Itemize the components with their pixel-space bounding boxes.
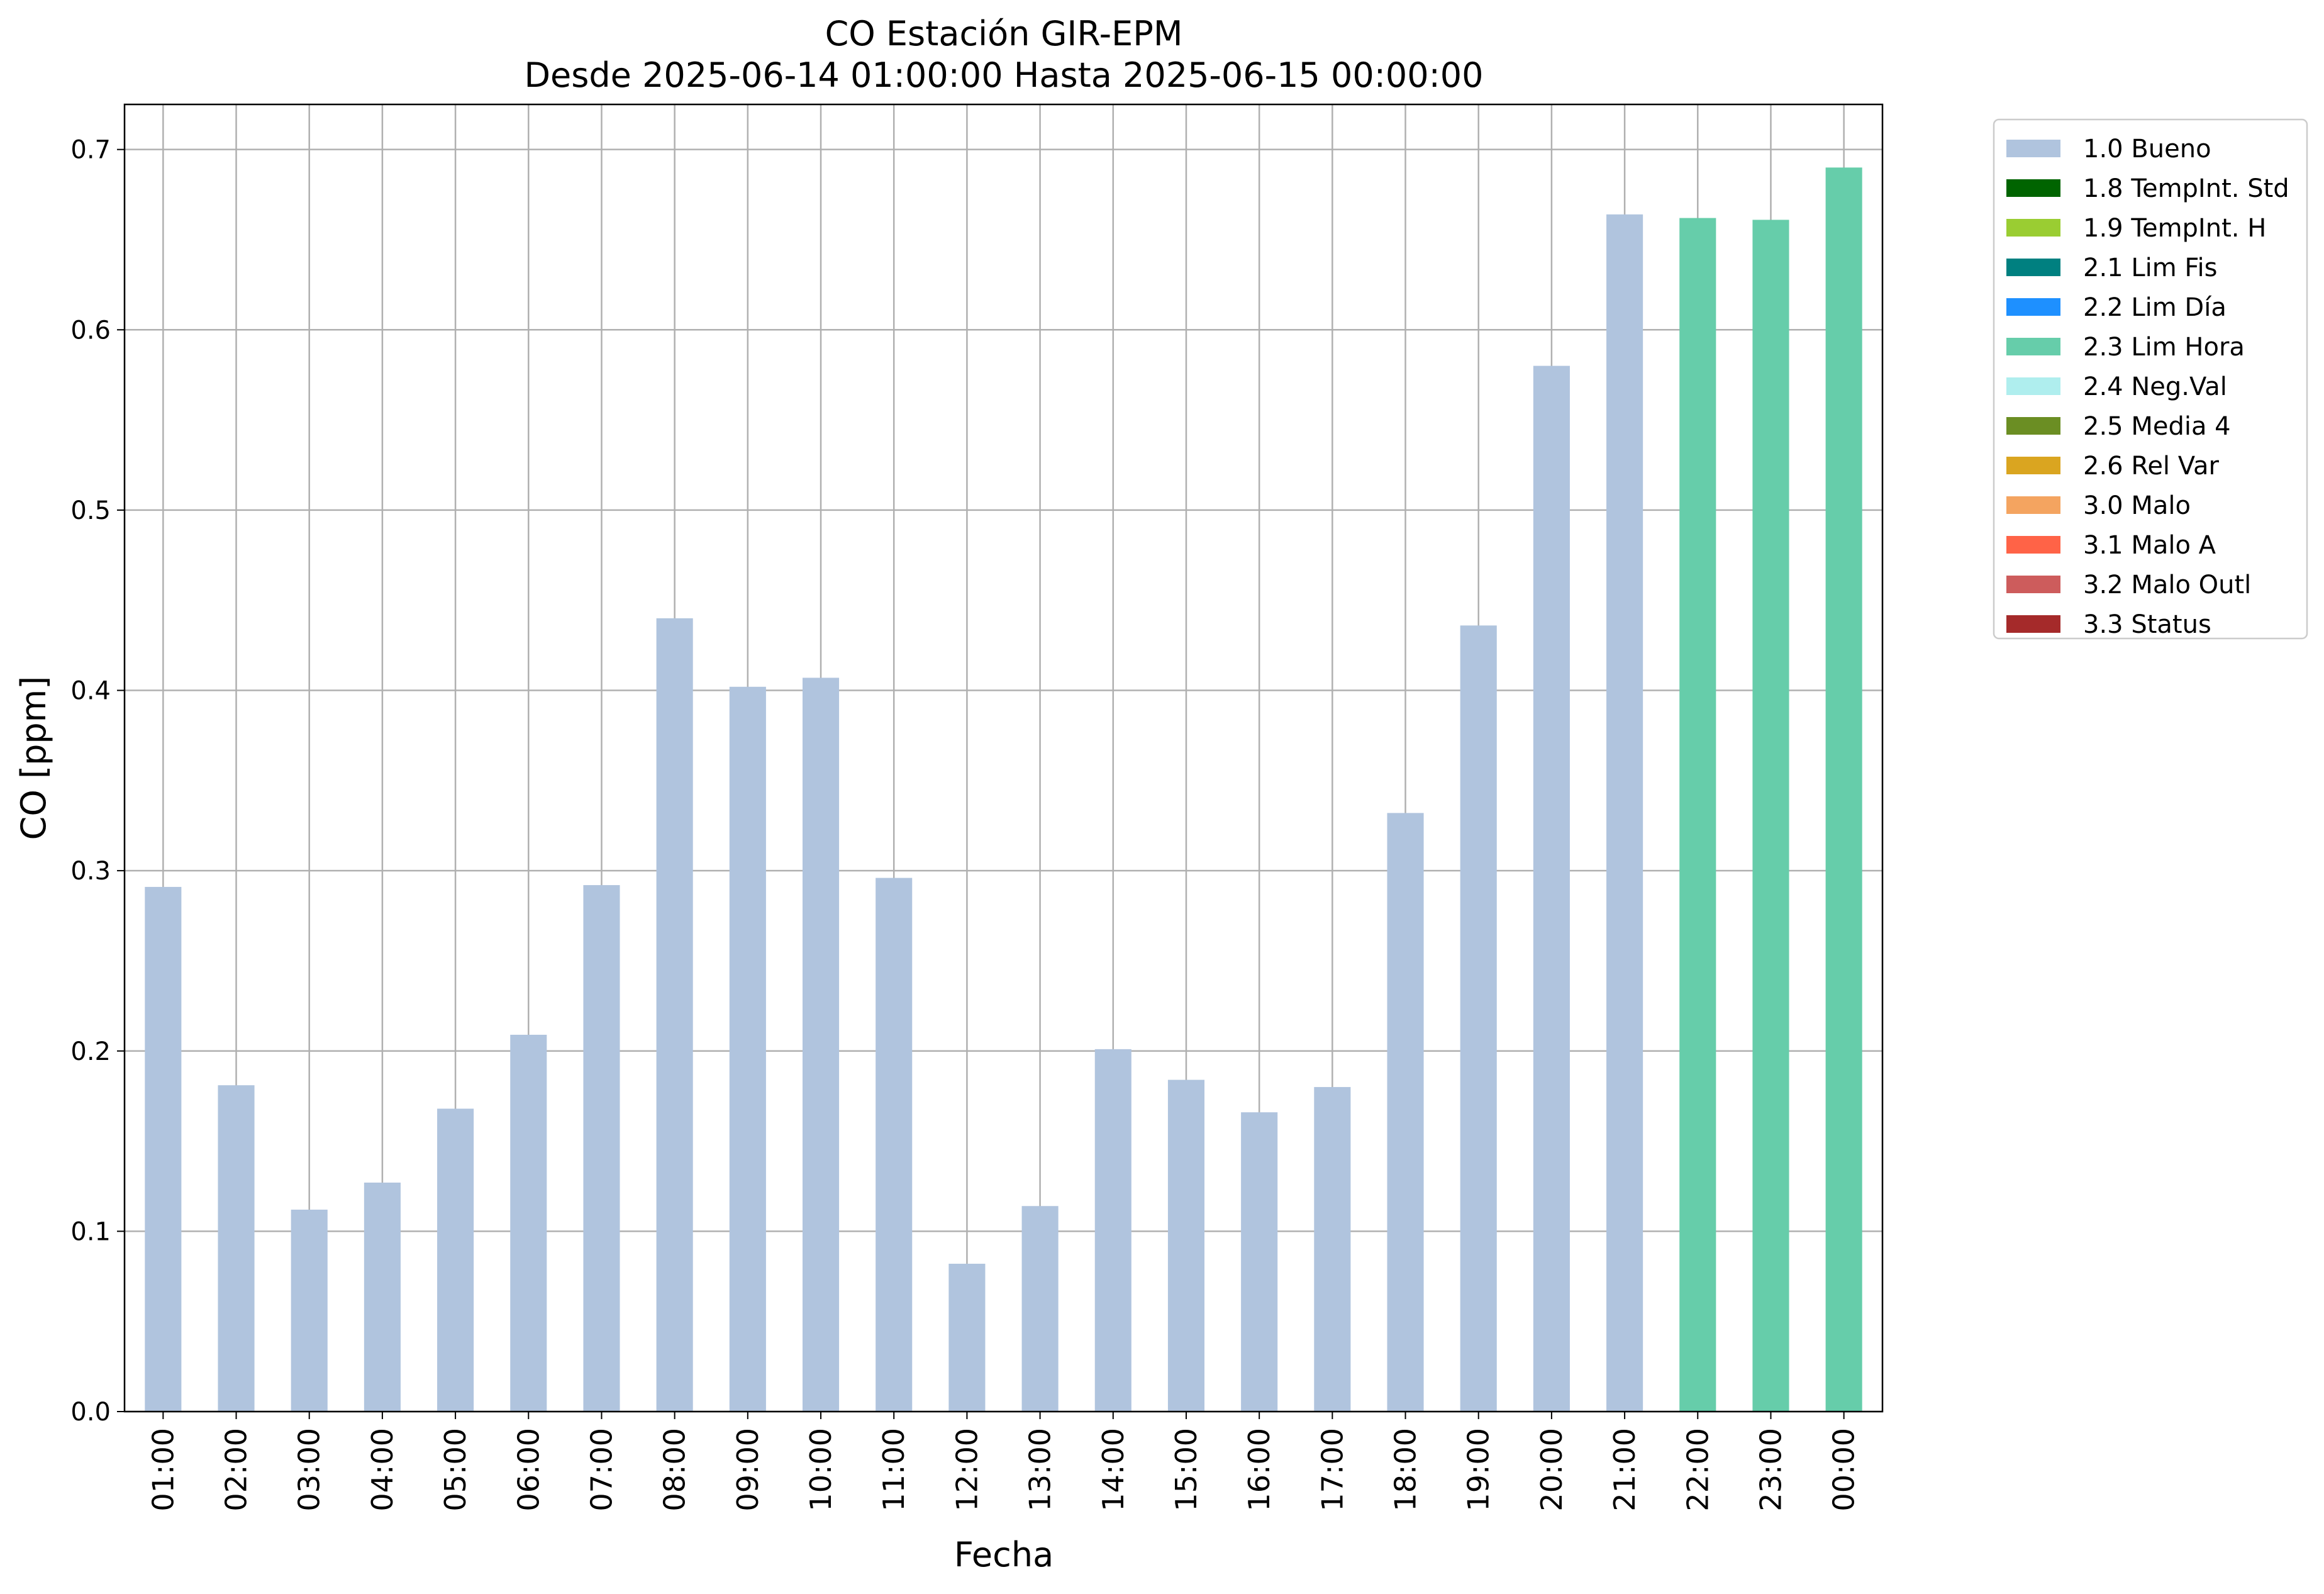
legend-swatch — [2006, 417, 2060, 435]
plot-frame — [123, 103, 1884, 1413]
bar-1300 — [1021, 1206, 1059, 1412]
y-tick-label: 0.4 — [70, 677, 111, 706]
legend-entry-label: 1.0 Bueno — [2083, 135, 2211, 164]
bar-1700 — [1314, 1087, 1351, 1412]
legend-swatch — [2006, 140, 2060, 157]
legend-entry-label: 2.5 Media 4 — [2083, 412, 2231, 441]
x-tick-label: 13:00 — [1023, 1428, 1057, 1512]
legend-swatch — [2006, 496, 2060, 514]
y-tick-label: 0.6 — [70, 316, 111, 345]
x-tick-label: 03:00 — [292, 1428, 326, 1512]
bar-1900 — [1460, 625, 1497, 1412]
x-tick-label: 06:00 — [511, 1428, 545, 1512]
y-tick-label: 0.5 — [70, 496, 111, 525]
x-tick-label: 22:00 — [1681, 1428, 1715, 1512]
x-tick-label: 08:00 — [658, 1428, 692, 1512]
legend-entry-label: 1.8 TempInt. Std — [2083, 174, 2289, 203]
legend-entry-label: 3.3 Status — [2083, 610, 2211, 639]
x-tick-label: 20:00 — [1535, 1428, 1569, 1512]
x-tick-label: 17:00 — [1315, 1428, 1349, 1512]
bar-0700 — [583, 885, 620, 1412]
bar-0100 — [145, 886, 182, 1412]
x-tick-label: 21:00 — [1608, 1428, 1642, 1512]
legend-swatch — [2006, 219, 2060, 237]
x-tick-label: 09:00 — [731, 1428, 765, 1512]
legend-entry-label: 2.4 Neg.Val — [2083, 372, 2227, 401]
bar-1200 — [948, 1263, 986, 1412]
legend-entry-label: 3.0 Malo — [2083, 491, 2191, 520]
y-tick-label: 0.3 — [70, 857, 111, 886]
y-tick-label: 0.1 — [70, 1217, 111, 1246]
legend: 1.0 Bueno 1.8 TempInt. Std 1.9 TempInt. H 2… — [1993, 118, 2308, 640]
bar-2000 — [1533, 365, 1570, 1412]
bar-1100 — [876, 878, 913, 1412]
x-axis-label: Fecha — [954, 1535, 1054, 1574]
bar-0000 — [1825, 167, 1862, 1412]
legend-frame — [1993, 118, 2308, 640]
bar-1000 — [802, 677, 840, 1412]
bar-0800 — [656, 618, 693, 1412]
x-tick-label: 01:00 — [146, 1428, 180, 1512]
legend-entry-label: 1.9 TempInt. H — [2083, 214, 2266, 243]
bar-0400 — [364, 1182, 401, 1412]
y-axis: 0.0 0.1 0.2 0.3 0.4 0.5 0.6 0.7 — [70, 136, 125, 1427]
x-tick-label: 02:00 — [220, 1428, 253, 1512]
bar-1600 — [1241, 1112, 1278, 1412]
x-tick-label: 15:00 — [1169, 1428, 1203, 1512]
x-tick-label: 05:00 — [438, 1428, 472, 1512]
x-tick-label: 11:00 — [877, 1428, 911, 1512]
legend-swatch — [2006, 298, 2060, 316]
bar-0300 — [291, 1209, 328, 1412]
x-tick-label: 14:00 — [1096, 1428, 1130, 1512]
x-tick-label: 04:00 — [365, 1428, 399, 1512]
legend-swatch — [2006, 377, 2060, 395]
legend-entry-label: 3.1 Malo A — [2083, 531, 2216, 560]
bar-2300 — [1752, 220, 1789, 1412]
legend-swatch — [2006, 179, 2060, 197]
x-tick-label: 23:00 — [1754, 1428, 1787, 1512]
legend-entry-label: 3.2 Malo Outl — [2083, 571, 2251, 599]
y-axis-label: CO [ppm] — [14, 676, 53, 840]
chart-subtitle: Desde 2025-06-14 01:00:00 Hasta 2025-06-… — [524, 55, 1483, 95]
legend-entry-label: 2.1 Lim Fis — [2083, 254, 2217, 282]
bar-0500 — [437, 1108, 474, 1412]
y-tick-label: 0.7 — [70, 136, 111, 165]
legend-swatch — [2006, 615, 2060, 633]
x-tick-label: 18:00 — [1389, 1428, 1423, 1512]
bar-0900 — [729, 686, 766, 1412]
legend-swatch — [2006, 338, 2060, 355]
x-tick-label: 12:00 — [950, 1428, 984, 1512]
bar-0600 — [510, 1034, 547, 1412]
bar-1800 — [1387, 813, 1424, 1412]
legend-swatch — [2006, 259, 2060, 276]
legend-entry-label: 2.3 Lim Hora — [2083, 333, 2245, 362]
x-tick-label: 19:00 — [1462, 1428, 1496, 1512]
legend-swatch — [2006, 576, 2060, 593]
x-tick-label: 10:00 — [804, 1428, 838, 1512]
bars — [145, 167, 1862, 1412]
x-axis: 01:00 02:00 03:00 04:00 05:00 06:00 07:00 08:00… — [146, 1412, 1861, 1512]
bar-2200 — [1679, 218, 1716, 1412]
bar-1500 — [1167, 1079, 1205, 1412]
bar-1400 — [1094, 1049, 1131, 1412]
bar-2100 — [1606, 214, 1643, 1412]
bar-0200 — [218, 1085, 255, 1412]
x-tick-label: 16:00 — [1242, 1428, 1276, 1512]
y-tick-label: 0.2 — [70, 1037, 111, 1066]
legend-swatch — [2006, 457, 2060, 474]
chart-title: CO Estación GIR-EPM — [825, 14, 1183, 53]
legend-entry-label: 2.2 Lim Día — [2083, 293, 2227, 322]
legend-swatch — [2006, 536, 2060, 554]
x-tick-label: 00:00 — [1827, 1428, 1861, 1512]
legend-entry-label: 2.6 Rel Var — [2083, 452, 2220, 481]
x-tick-label: 07:00 — [584, 1428, 618, 1512]
y-tick-label: 0.0 — [70, 1398, 111, 1427]
